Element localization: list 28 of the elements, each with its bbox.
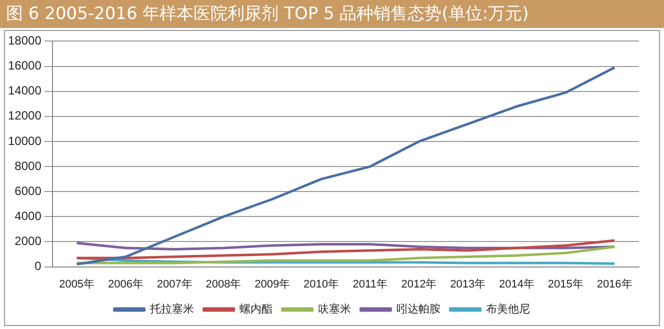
y-tick-label: 0 <box>34 259 42 274</box>
x-tick-label: 2012年 <box>401 278 437 290</box>
x-tick-label: 2006年 <box>108 278 144 290</box>
x-tick-label: 2009年 <box>254 278 290 290</box>
x-tick-label: 2014年 <box>499 278 535 290</box>
y-tick-label: 2000 <box>14 234 42 248</box>
y-tick-label: 4000 <box>14 208 42 223</box>
x-tick-label: 2008年 <box>206 278 242 290</box>
y-tick-label: 14000 <box>8 84 42 98</box>
legend-label: 吲达帕胺 <box>396 302 440 316</box>
x-tick-label: 2007年 <box>156 278 192 290</box>
chart-title: 图 6 2005-2016 年样本医院利尿剂 TOP 5 品种销售态势(单位:万元) <box>0 0 664 28</box>
y-tick-label: 6000 <box>14 184 42 198</box>
x-tick-label: 2013年 <box>450 278 486 290</box>
y-tick-label: 16000 <box>8 58 42 73</box>
x-tick-label: 2015年 <box>548 278 584 290</box>
x-tick-label: 2010年 <box>304 278 339 290</box>
y-tick-label: 18000 <box>8 34 42 48</box>
x-tick-label: 2011年 <box>352 278 388 290</box>
x-tick-label: 2016年 <box>596 278 632 290</box>
legend-label: 呋塞米 <box>318 302 351 316</box>
y-tick-label: 12000 <box>8 108 42 123</box>
x-tick-label: 2005年 <box>59 278 95 290</box>
legend-label: 布美他尼 <box>486 302 530 316</box>
y-tick-label: 10000 <box>8 134 42 148</box>
legend-label: 托拉塞米 <box>148 302 194 316</box>
legend-label: 螺内酯 <box>239 302 272 316</box>
y-tick-label: 8000 <box>14 158 42 173</box>
